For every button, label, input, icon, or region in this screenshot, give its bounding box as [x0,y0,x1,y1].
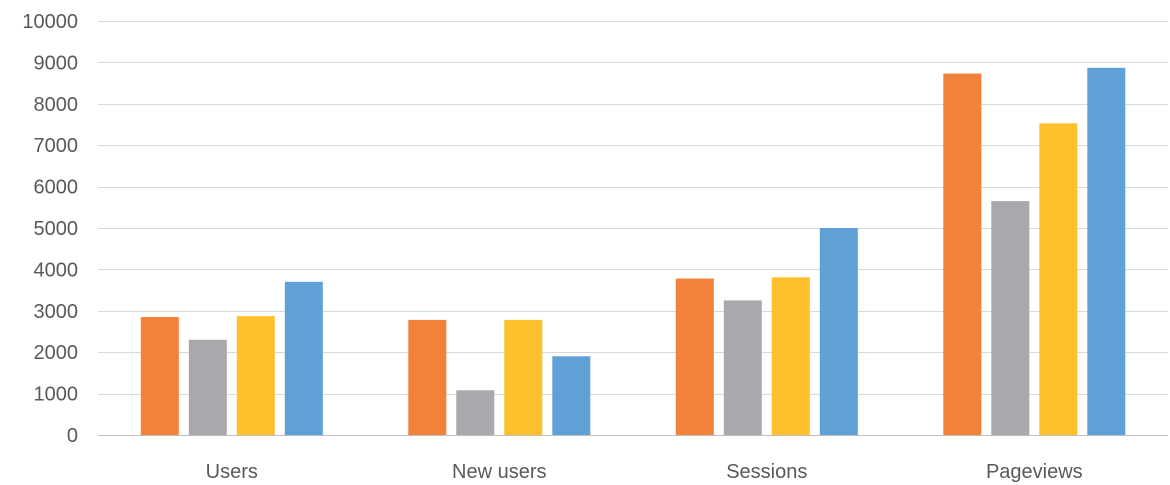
x-axis-ticks: Users New users Sessions Pageviews [206,461,1083,483]
x-tick-label: Users [206,461,258,483]
y-tick-label: 2000 [34,342,79,364]
bar-pageviews-series-4 [1087,67,1126,436]
bars [140,67,1126,436]
bar-new-users-series-1 [408,319,447,435]
bar-pageviews-series-2 [991,201,1030,435]
x-tick-label: New users [452,461,546,483]
y-tick-label: 8000 [34,94,79,116]
y-tick-label: 6000 [34,177,79,199]
bar-users-series-2 [188,339,227,435]
bar-users-series-3 [236,316,275,435]
y-tick-label: 9000 [34,52,79,74]
bar-sessions-series-3 [771,277,810,435]
bar-pageviews-series-1 [943,73,982,435]
bar-users-series-4 [284,281,323,435]
bar-new-users-series-3 [504,319,543,435]
bar-users-series-1 [140,317,179,435]
y-tick-label: 3000 [34,301,79,323]
bar-sessions-series-4 [819,228,858,435]
y-tick-label: 7000 [34,135,79,157]
bar-sessions-series-2 [723,300,762,435]
x-tick-label: Pageviews [986,461,1083,483]
y-tick-label: 4000 [34,259,79,281]
y-tick-label: 0 [67,425,78,447]
y-axis-ticks: 0 1000 2000 3000 4000 5000 6000 7000 8000 9000 100… [22,11,78,447]
bar-sessions-series-1 [675,278,714,435]
bar-new-users-series-4 [552,356,591,435]
y-tick-label: 10000 [22,11,78,33]
bar-pageviews-series-3 [1039,123,1078,436]
gridlines [98,21,1168,436]
y-tick-label: 1000 [34,384,79,406]
y-tick-label: 5000 [34,218,79,240]
x-tick-label: Sessions [726,461,807,483]
bar-new-users-series-2 [456,390,495,435]
